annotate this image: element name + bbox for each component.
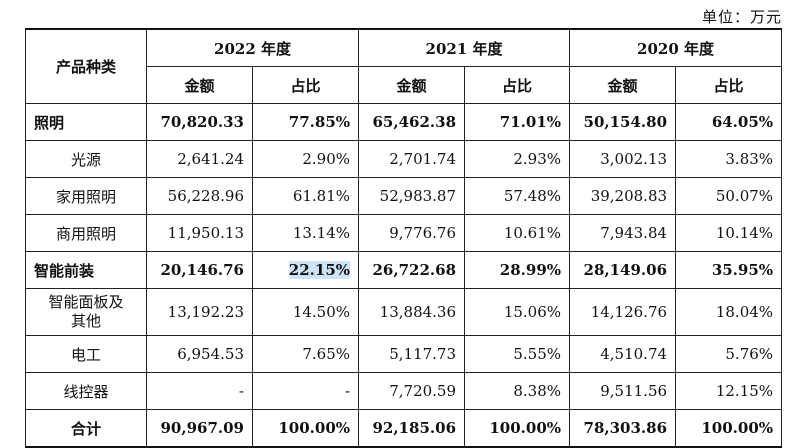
cell-ratio-2020: 50.07%: [675, 177, 783, 215]
table-row: 智能前装 20,146.76 22.15% 26,722.68 28.99% 2…: [25, 251, 783, 289]
row-category: 合计: [25, 409, 147, 448]
header-amount: 金额: [358, 66, 466, 104]
cell-amount-2021: 7,720.59: [358, 372, 466, 410]
cell-amount-2022: 70,820.33: [146, 103, 253, 141]
cell-amount-2020: 4,510.74: [569, 335, 677, 373]
row-category: 线控器: [25, 372, 147, 410]
cell-ratio-2022: 22.15%: [251, 251, 360, 289]
cell-ratio-2021: 10.61%: [464, 214, 571, 252]
cell-ratio-2022: 7.65%: [251, 335, 360, 373]
cell-amount-2021: 5,117.73: [358, 335, 466, 373]
cell-amount-2020: 9,511.56: [569, 372, 677, 410]
header-ratio: 占比: [675, 66, 783, 104]
cell-ratio-2021: 100.00%: [464, 409, 571, 448]
cell-amount-2020: 39,208.83: [569, 177, 677, 215]
cell-ratio-2021: 15.06%: [464, 288, 571, 336]
table-row: 照明 70,820.33 77.85% 65,462.38 71.01% 50,…: [25, 103, 783, 141]
cell-amount-2021: 26,722.68: [358, 251, 466, 289]
cell-amount-2022: 20,146.76: [146, 251, 253, 289]
cell-ratio-2020: 10.14%: [675, 214, 783, 252]
cell-ratio-2020: 100.00%: [675, 409, 783, 448]
cell-ratio-2022: 2.90%: [251, 140, 360, 178]
cell-amount-2021: 9,776.76: [358, 214, 466, 252]
cell-ratio-2020: 64.05%: [675, 103, 783, 141]
row-category: 家用照明: [25, 177, 147, 215]
unit-label: 单位：万元: [701, 8, 782, 26]
cell-amount-2020: 14,126.76: [569, 288, 677, 336]
cell-amount-2021: 13,884.36: [358, 288, 466, 336]
cell-ratio-2020: 5.76%: [675, 335, 783, 373]
header-ratio: 占比: [464, 66, 571, 104]
cell-ratio-2022: 14.50%: [251, 288, 360, 336]
cell-ratio-2022: 61.81%: [251, 177, 360, 215]
cell-ratio-2022: -: [251, 372, 360, 410]
cell-amount-2020: 50,154.80: [569, 103, 677, 141]
row-category: 照明: [25, 103, 147, 141]
cell-amount-2022: 13,192.23: [146, 288, 253, 336]
row-category: 光源: [25, 140, 147, 178]
header-row-metrics: 金额 占比 金额 占比 金额 占比: [26, 66, 783, 104]
revenue-table: 产品种类 2022 年度 2021 年度 2020 年度 金额 占比 金额 占比…: [25, 28, 783, 448]
cell-ratio-2020: 18.04%: [675, 288, 783, 336]
cell-amount-2021: 2,701.74: [358, 140, 466, 178]
cell-ratio-2020: 3.83%: [675, 140, 783, 178]
table-row: 电工 6,954.53 7.65% 5,117.73 5.55% 4,510.7…: [25, 335, 783, 373]
cell-amount-2022: 11,950.13: [146, 214, 253, 252]
table-row: 线控器 - - 7,720.59 8.38% 9,511.56 12.15%: [25, 372, 783, 410]
highlighted-value: 22.15%: [288, 261, 351, 279]
row-category: 智能面板及 其他: [25, 288, 147, 336]
table-row-total: 合计 90,967.09 100.00% 92,185.06 100.00% 7…: [25, 409, 783, 448]
header-year-2020: 2020 年度: [569, 28, 783, 67]
cell-ratio-2022: 13.14%: [251, 214, 360, 252]
header-category: 产品种类: [25, 28, 147, 104]
cell-amount-2021: 52,983.87: [358, 177, 466, 215]
cell-ratio-2020: 35.95%: [675, 251, 783, 289]
cell-ratio-2021: 57.48%: [464, 177, 571, 215]
row-category-line1: 智能面板及: [48, 293, 124, 311]
cell-ratio-2021: 2.93%: [464, 140, 571, 178]
cell-amount-2022: 56,228.96: [146, 177, 253, 215]
table-row: 家用照明 56,228.96 61.81% 52,983.87 57.48% 3…: [25, 177, 783, 215]
header-amount: 金额: [146, 66, 253, 104]
row-category-line2: 其他: [70, 312, 101, 330]
cell-amount-2022: -: [146, 372, 253, 410]
cell-ratio-2020: 12.15%: [675, 372, 783, 410]
cell-ratio-2021: 5.55%: [464, 335, 571, 373]
cell-ratio-2021: 8.38%: [464, 372, 571, 410]
cell-ratio-2021: 28.99%: [464, 251, 571, 289]
header-year-2022: 2022 年度: [145, 28, 360, 67]
header-amount: 金额: [569, 66, 677, 104]
header-ratio: 占比: [251, 66, 360, 104]
cell-amount-2020: 3,002.13: [569, 140, 677, 178]
table-row: 光源 2,641.24 2.90% 2,701.74 2.93% 3,002.1…: [25, 140, 783, 178]
table-row: 智能面板及 其他 13,192.23 14.50% 13,884.36 15.0…: [25, 288, 783, 336]
cell-ratio-2022: 77.85%: [251, 103, 360, 141]
cell-amount-2022: 2,641.24: [146, 140, 253, 178]
cell-amount-2022: 6,954.53: [146, 335, 253, 373]
header-row-years: 产品种类 2022 年度 2021 年度 2020 年度: [25, 28, 783, 104]
cell-amount-2021: 65,462.38: [358, 103, 466, 141]
cell-amount-2020: 28,149.06: [569, 251, 677, 289]
row-category: 电工: [25, 335, 147, 373]
header-year-2021: 2021 年度: [358, 28, 571, 67]
row-category: 商用照明: [25, 214, 147, 252]
cell-amount-2020: 7,943.84: [569, 214, 677, 252]
cell-ratio-2022: 100.00%: [251, 409, 360, 448]
table-row: 商用照明 11,950.13 13.14% 9,776.76 10.61% 7,…: [25, 214, 783, 252]
cell-amount-2021: 92,185.06: [358, 409, 466, 448]
cell-amount-2020: 78,303.86: [569, 409, 677, 448]
row-category: 智能前装: [25, 251, 147, 289]
cell-ratio-2021: 71.01%: [464, 103, 571, 141]
cell-amount-2022: 90,967.09: [146, 409, 253, 448]
